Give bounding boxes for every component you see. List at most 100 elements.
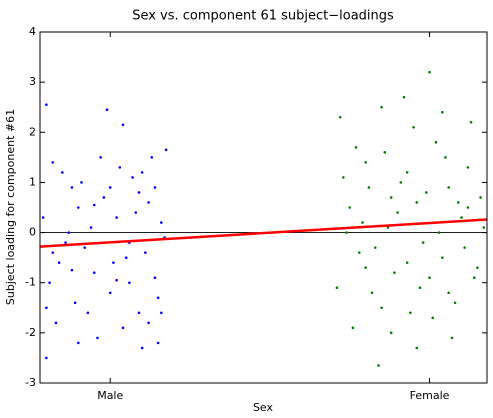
point bbox=[54, 321, 58, 325]
point bbox=[137, 191, 141, 194]
point bbox=[156, 341, 160, 345]
point bbox=[393, 271, 396, 274]
y-tick-label: 2 bbox=[29, 125, 36, 138]
point bbox=[112, 261, 115, 264]
point bbox=[338, 115, 342, 119]
point bbox=[412, 125, 415, 129]
point bbox=[57, 261, 61, 264]
point bbox=[425, 191, 428, 194]
point bbox=[80, 181, 83, 184]
point bbox=[70, 186, 74, 189]
point bbox=[118, 166, 122, 169]
fit-line bbox=[39, 218, 488, 248]
point bbox=[437, 231, 441, 234]
point bbox=[415, 346, 419, 350]
point bbox=[105, 108, 109, 112]
point bbox=[405, 171, 409, 174]
point bbox=[466, 166, 470, 169]
x-tick-label: Female bbox=[410, 389, 450, 402]
point bbox=[45, 306, 48, 310]
point bbox=[364, 266, 367, 269]
point bbox=[160, 311, 163, 315]
point bbox=[124, 256, 128, 259]
point bbox=[335, 286, 339, 290]
point bbox=[364, 161, 367, 164]
point bbox=[370, 291, 374, 295]
point bbox=[348, 206, 352, 209]
point bbox=[380, 105, 383, 109]
point bbox=[453, 301, 457, 305]
point bbox=[150, 156, 154, 159]
y-tick-label: 0 bbox=[29, 226, 36, 239]
point bbox=[405, 261, 409, 264]
point bbox=[147, 321, 150, 325]
point bbox=[447, 186, 450, 189]
point bbox=[345, 231, 348, 234]
point bbox=[367, 186, 371, 189]
point bbox=[415, 201, 419, 204]
point bbox=[45, 356, 48, 360]
point bbox=[77, 341, 80, 345]
point bbox=[428, 70, 431, 74]
point bbox=[447, 291, 450, 295]
chart-title: Sex vs. component 61 subject−loadings bbox=[132, 9, 394, 24]
point bbox=[121, 326, 125, 330]
point bbox=[102, 196, 106, 199]
point bbox=[421, 241, 425, 244]
point bbox=[144, 251, 147, 254]
point bbox=[361, 221, 364, 224]
point bbox=[61, 171, 64, 174]
point bbox=[153, 276, 157, 280]
point bbox=[479, 196, 482, 199]
point bbox=[134, 211, 138, 214]
point bbox=[86, 311, 90, 315]
point bbox=[357, 251, 361, 254]
point bbox=[476, 266, 479, 269]
point bbox=[51, 161, 55, 164]
point bbox=[409, 311, 412, 315]
point bbox=[121, 123, 125, 127]
point bbox=[108, 291, 112, 295]
point bbox=[351, 326, 355, 330]
point bbox=[51, 251, 55, 254]
point bbox=[156, 296, 160, 300]
point bbox=[431, 316, 435, 320]
point bbox=[64, 241, 67, 244]
point bbox=[463, 246, 466, 249]
point bbox=[131, 176, 134, 179]
point bbox=[160, 221, 163, 224]
point bbox=[434, 141, 438, 144]
point bbox=[466, 206, 470, 209]
point bbox=[140, 171, 144, 174]
point bbox=[45, 103, 48, 107]
point bbox=[386, 226, 390, 229]
y-tick-label: 1 bbox=[29, 175, 36, 188]
point bbox=[70, 268, 74, 272]
point bbox=[83, 246, 86, 249]
point bbox=[402, 95, 406, 99]
y-tick-label: 4 bbox=[29, 25, 36, 38]
point bbox=[444, 156, 447, 159]
y-axis-label: Subject loading for component #61 bbox=[4, 109, 17, 305]
y-tick-label: 3 bbox=[29, 75, 36, 88]
point bbox=[396, 211, 399, 214]
point bbox=[115, 278, 118, 282]
point bbox=[450, 336, 454, 340]
point bbox=[73, 301, 77, 305]
point bbox=[399, 181, 403, 184]
point bbox=[89, 226, 93, 229]
point bbox=[115, 216, 118, 219]
point bbox=[373, 246, 377, 249]
point bbox=[441, 110, 444, 114]
point bbox=[153, 186, 157, 189]
point bbox=[140, 346, 144, 350]
y-tick-label: -1 bbox=[25, 276, 36, 289]
y-tick-label: -3 bbox=[25, 376, 36, 389]
y-tick-label: -2 bbox=[25, 326, 36, 339]
point bbox=[48, 281, 51, 285]
point bbox=[96, 336, 99, 340]
point bbox=[441, 256, 444, 259]
plot-frame bbox=[39, 31, 488, 384]
